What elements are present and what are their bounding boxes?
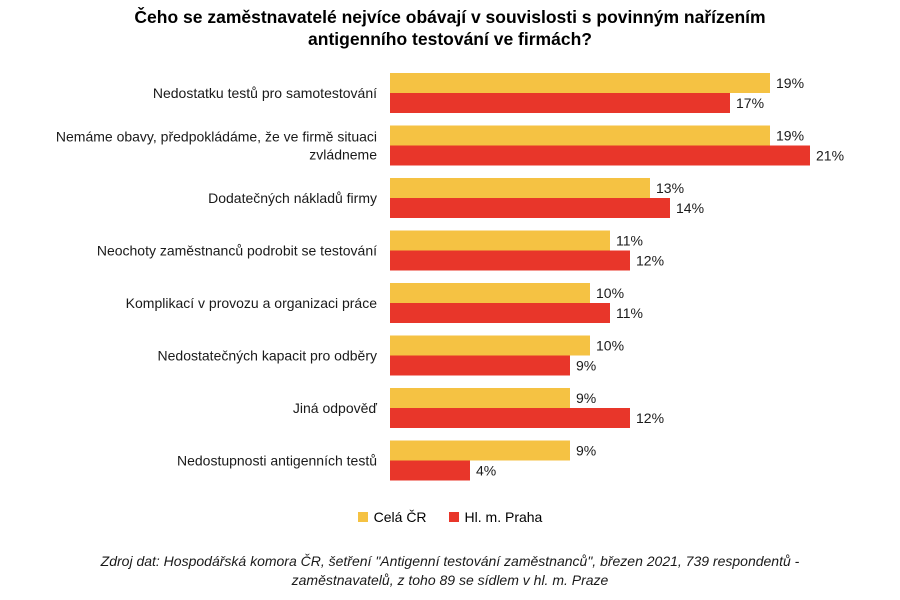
value-label: 12% — [636, 410, 664, 426]
legend-label-praha: Hl. m. Praha — [464, 509, 543, 525]
source-line-2: zaměstnavatelů, z toho 89 se sídlem v hl… — [291, 572, 609, 588]
category-label: Nedostupnosti antigenních testů — [177, 453, 377, 469]
legend-item-cela-cr: Celá ČR — [357, 509, 427, 525]
value-label: 9% — [576, 358, 596, 374]
value-label: 21% — [816, 148, 844, 164]
bar-cela-cr — [390, 73, 770, 93]
category-label: Neochoty zaměstnanců podrobit se testová… — [97, 243, 377, 259]
value-label: 11% — [616, 233, 643, 249]
bar-praha — [390, 303, 610, 323]
value-label: 19% — [776, 128, 804, 144]
bar-praha — [390, 460, 470, 481]
bar-praha — [390, 250, 630, 271]
bar-cela-cr — [390, 178, 650, 198]
chart-title-line-2: antigenního testování ve firmách? — [308, 29, 592, 49]
bar-praha — [390, 198, 670, 218]
chart-title-line-1: Čeho se zaměstnavatelé nejvíce obávají v… — [134, 7, 766, 27]
legend-swatch-cela-cr — [357, 512, 368, 522]
legend-swatch-praha — [448, 512, 459, 522]
category-label: Dodatečných nákladů firmy — [208, 190, 377, 206]
value-label: 9% — [576, 443, 596, 459]
legend: Celá ČR Hl. m. Praha — [0, 509, 900, 525]
value-label: 10% — [596, 338, 624, 354]
value-label: 13% — [656, 180, 684, 196]
source-line-1: Zdroj dat: Hospodářská komora ČR, šetřen… — [100, 553, 800, 569]
bar-praha — [390, 93, 730, 113]
value-label: 4% — [476, 463, 496, 479]
source-note: Zdroj dat: Hospodářská komora ČR, šetřen… — [0, 552, 900, 590]
category-label: Nemáme obavy, předpokládáme, že ve firmě… — [56, 129, 377, 163]
bar-cela-cr — [390, 388, 570, 408]
bar-cela-cr — [390, 335, 590, 356]
bar-cela-cr — [390, 125, 770, 146]
value-label: 14% — [676, 200, 704, 216]
bar-chart: Nedostatku testů pro samotestování 19% 17%… — [56, 73, 844, 481]
category-label: Jiná odpověď — [293, 400, 378, 416]
bar-cela-cr — [390, 440, 570, 461]
bar-cela-cr — [390, 283, 590, 303]
category-label: Komplikací v provozu a organizaci práce — [126, 295, 378, 311]
category-label: Nedostatku testů pro samotestování — [153, 85, 377, 101]
legend-item-praha: Hl. m. Praha — [448, 509, 543, 525]
legend-label-cela-cr: Celá ČR — [373, 509, 427, 525]
value-label: 11% — [616, 305, 643, 321]
value-label: 19% — [776, 75, 804, 91]
value-label: 12% — [636, 253, 664, 269]
value-label: 9% — [576, 390, 596, 406]
category-label: Nedostatečných kapacit pro odběry — [158, 348, 377, 364]
bar-praha — [390, 355, 570, 376]
value-label: 10% — [596, 285, 624, 301]
bar-cela-cr — [390, 230, 610, 251]
chart-title: Čeho se zaměstnavatelé nejvíce obávají v… — [0, 6, 900, 50]
bar-praha — [390, 408, 630, 428]
value-label: 17% — [736, 95, 764, 111]
bar-praha — [390, 145, 810, 166]
